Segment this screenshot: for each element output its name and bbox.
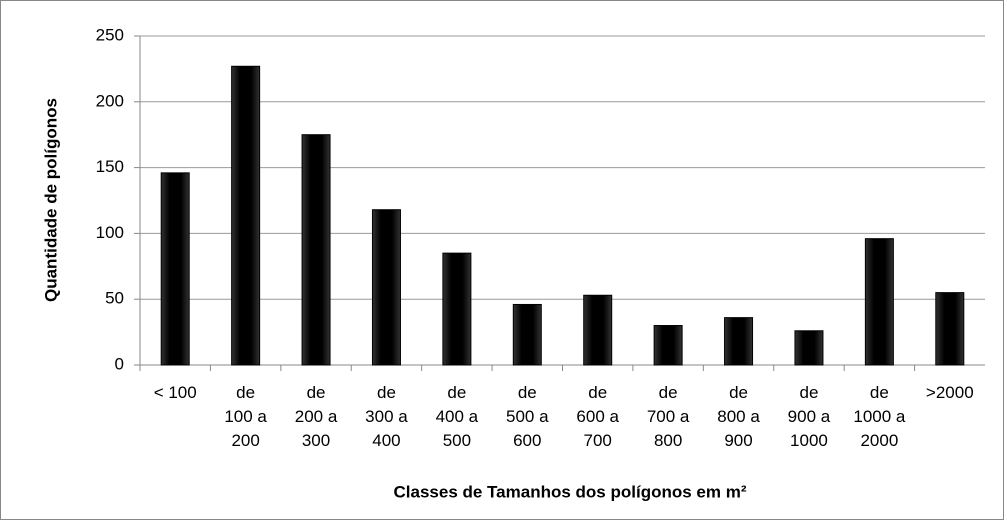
bar: [301, 134, 331, 366]
bar: [864, 238, 894, 366]
x-tick-label: de 300 a 400: [365, 383, 408, 450]
x-tick-label: de 900 a 1000: [787, 383, 831, 450]
bar: [794, 330, 824, 366]
x-axis-title: Classes de Tamanhos dos polígonos em m²: [394, 482, 747, 501]
y-tick-label: 150: [96, 157, 124, 176]
y-tick-label: 200: [96, 91, 124, 110]
y-tick-label: 0: [115, 354, 124, 373]
x-tick-label: de 800 a 900: [717, 383, 760, 450]
bar: [371, 209, 401, 366]
bar: [724, 317, 754, 366]
bar: [653, 325, 683, 366]
y-tick-label: 50: [105, 289, 124, 308]
x-tick-label: de 600 a 700: [576, 383, 619, 450]
bar: [935, 292, 965, 366]
x-tick-label: de 400 a 500: [435, 383, 479, 450]
x-tick-label: < 100: [153, 383, 197, 402]
x-tick-label: de 1000 a 2000: [853, 383, 906, 450]
bar: [160, 172, 190, 366]
y-tick-label: 100: [96, 223, 124, 242]
bar: [442, 252, 472, 366]
y-axis-title: Quantidade de polígonos: [41, 98, 60, 302]
bar: [231, 65, 261, 366]
x-tick-label: de 700 a 800: [646, 383, 690, 450]
x-tick-label: >2000: [925, 383, 974, 402]
x-tick-label: de 500 a 600: [506, 383, 549, 450]
x-tick-label: de 200 a 300: [294, 383, 338, 450]
bar: [583, 294, 613, 366]
x-tick-label: de 100 a 200: [224, 383, 267, 450]
bar: [512, 303, 542, 366]
y-tick-label: 250: [96, 25, 124, 44]
